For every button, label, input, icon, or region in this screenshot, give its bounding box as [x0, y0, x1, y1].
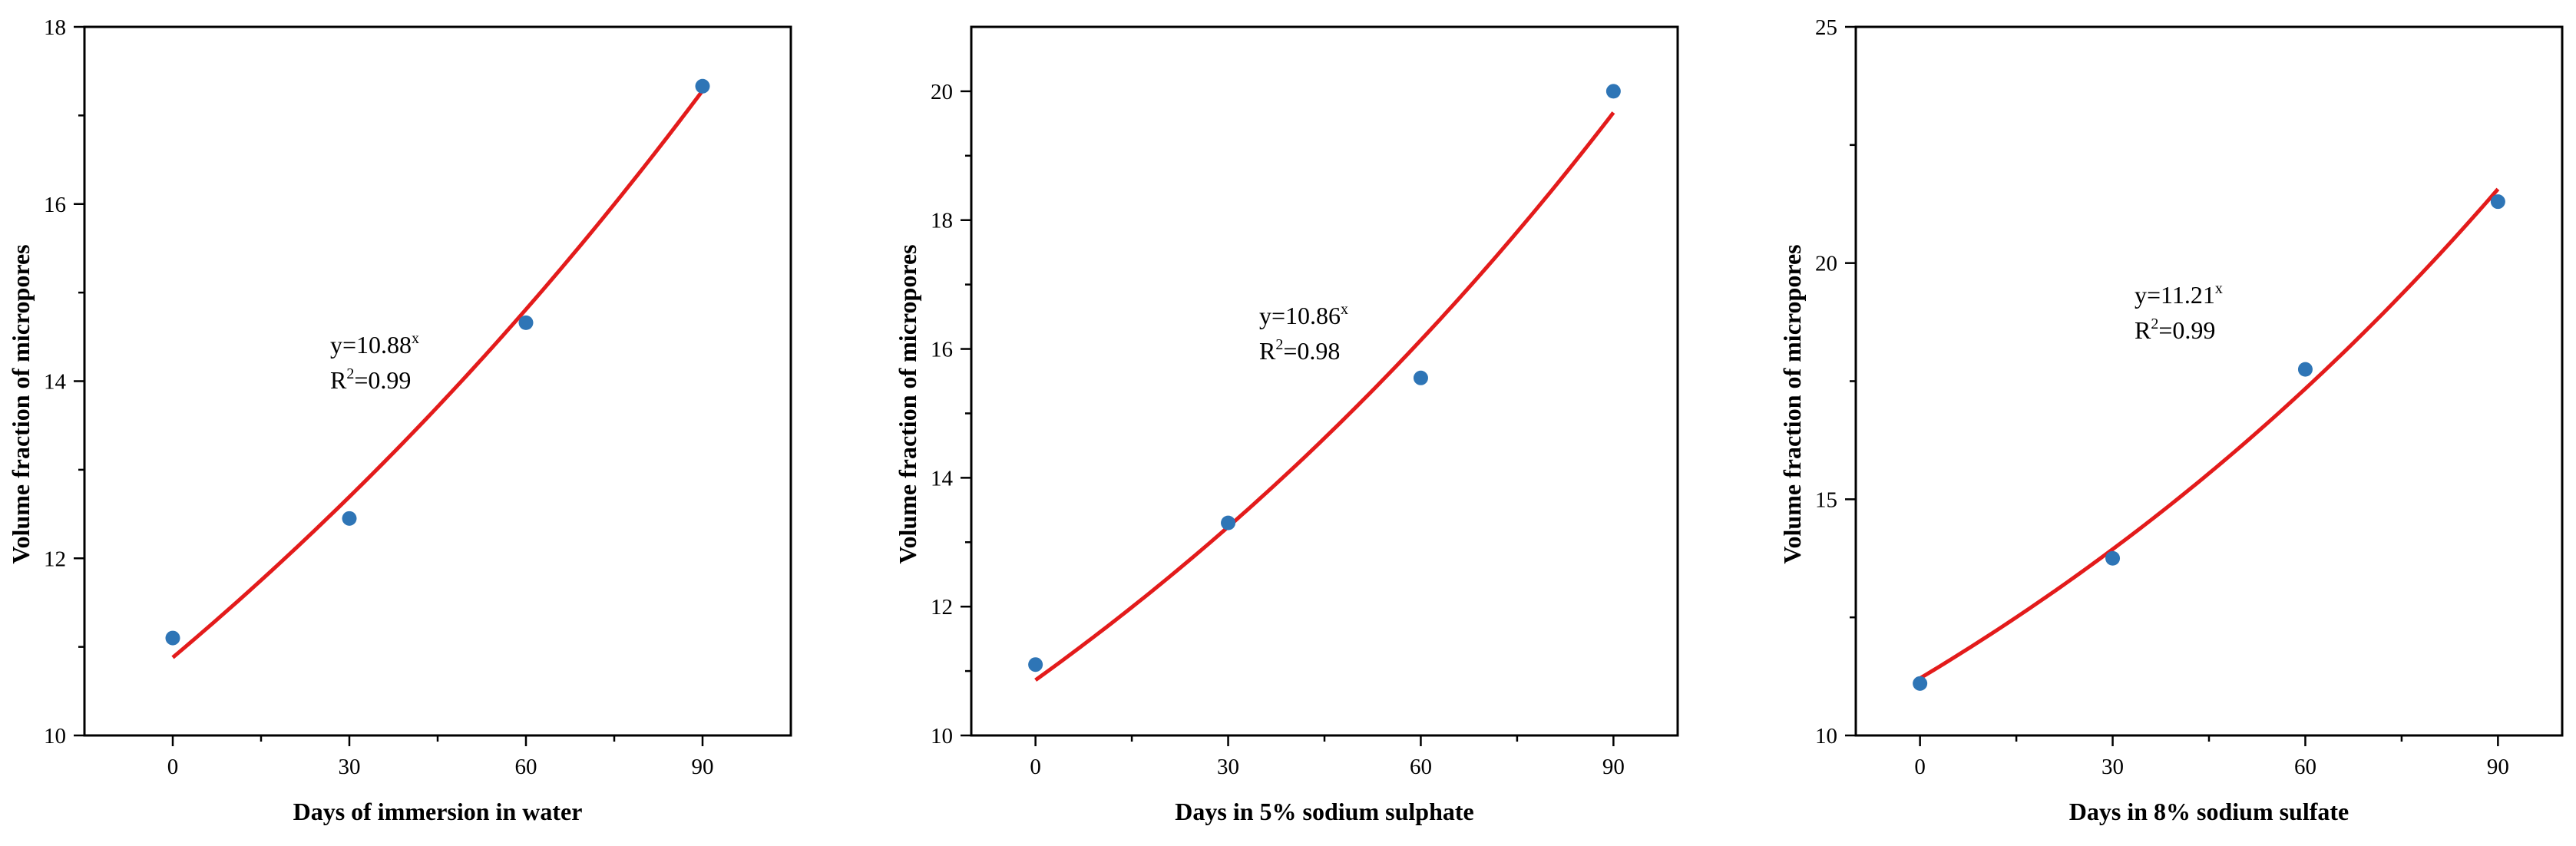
y-tick-label: 18 — [44, 15, 66, 40]
y-tick-label: 10 — [1815, 724, 1837, 749]
fit-equation: y=11.21x — [2135, 280, 2223, 309]
r-squared: R2=0.99 — [2135, 316, 2215, 344]
y-tick-label: 12 — [931, 595, 953, 620]
y-tick-label: 20 — [931, 80, 953, 104]
r-squared: R2=0.99 — [330, 365, 411, 394]
x-tick-label: 0 — [1914, 755, 1926, 779]
r-squared-exponent: 2 — [2151, 316, 2158, 332]
y-tick-label: 14 — [44, 370, 67, 395]
r-squared-symbol: R — [1259, 337, 1276, 365]
x-axis-title: Days in 8% sodium sulfate — [2069, 798, 2349, 825]
data-point — [342, 511, 357, 526]
y-tick-label: 18 — [931, 209, 953, 233]
r-squared-symbol: R — [2135, 316, 2151, 344]
fit-curve — [171, 89, 704, 659]
x-tick-label: 90 — [1602, 755, 1625, 779]
fit-equation-exponent: x — [2215, 280, 2223, 297]
data-point — [1605, 84, 1621, 99]
r-squared-value: =0.99 — [354, 366, 411, 394]
r-squared-value: =0.98 — [1283, 337, 1340, 365]
data-point — [2105, 550, 2121, 566]
chart-panel-1: 0 30 60 90 10 12 14 16 18 Days of immersion in wa… — [7, 15, 792, 825]
fit-curve — [1034, 111, 1615, 682]
x-tick-label: 60 — [515, 755, 537, 779]
y-tick-label: 10 — [44, 724, 66, 749]
y-tick-label: 12 — [44, 547, 66, 571]
chart-panel-3: 0 30 60 90 10 15 20 25 Days in 8% sodium sulfate… — [1778, 15, 2564, 825]
y-tick-label: 10 — [931, 724, 953, 749]
r-squared-value: =0.99 — [2158, 316, 2215, 344]
x-tick-label: 90 — [2487, 755, 2509, 779]
x-tick-label: 90 — [692, 755, 714, 779]
y-tick-label: 20 — [1815, 252, 1837, 276]
y-axis-title: Volume fraction of micropores — [1778, 244, 1806, 563]
data-point — [1913, 676, 1928, 691]
plot-frame — [970, 25, 1679, 737]
data-point — [518, 315, 534, 330]
x-axis-title: Days of immersion in water — [293, 798, 583, 825]
y-tick-label: 15 — [1815, 487, 1837, 512]
x-tick-label: 30 — [2101, 755, 2124, 779]
data-point — [1221, 515, 1236, 530]
x-tick-label: 0 — [167, 755, 179, 779]
chart-panel-2: 0 30 60 90 10 12 14 16 18 20 Days in 5% sodium sul… — [894, 25, 1679, 825]
fit-equation-base: y=10.88 — [330, 331, 412, 359]
y-axis-title: Volume fraction of micropores — [894, 244, 921, 563]
r-squared-symbol: R — [330, 366, 347, 394]
data-point — [1413, 370, 1428, 385]
y-tick-label: 14 — [931, 466, 954, 491]
r-squared-exponent: 2 — [1275, 336, 1283, 353]
fit-equation-exponent: x — [1341, 301, 1348, 318]
x-axis-title: Days in 5% sodium sulphate — [1175, 798, 1473, 825]
data-point — [695, 78, 710, 94]
fit-equation: y=10.86x — [1259, 301, 1348, 329]
y-tick-label: 25 — [1815, 15, 1837, 40]
x-tick-label: 0 — [1030, 755, 1041, 779]
r-squared-exponent: 2 — [346, 365, 354, 382]
x-tick-label: 30 — [1217, 755, 1239, 779]
fit-curve — [1919, 187, 2500, 680]
plot-frame — [1854, 25, 2564, 737]
r-squared: R2=0.98 — [1259, 336, 1340, 365]
data-point — [2490, 194, 2505, 210]
x-tick-label: 30 — [339, 755, 361, 779]
y-tick-label: 16 — [931, 338, 953, 362]
plot-frame — [83, 25, 792, 737]
data-point — [2297, 362, 2313, 377]
fit-equation-base: y=10.86 — [1259, 302, 1341, 329]
y-tick-label: 16 — [44, 193, 66, 217]
fit-equation-exponent: x — [412, 330, 419, 347]
y-axis-title: Volume fraction of micropores — [7, 244, 35, 563]
data-point — [1028, 657, 1043, 673]
fit-equation-base: y=11.21 — [2135, 281, 2215, 309]
data-point — [165, 630, 180, 646]
x-tick-label: 60 — [2294, 755, 2316, 779]
fit-equation: y=10.88x — [330, 330, 419, 359]
x-tick-label: 60 — [1410, 755, 1432, 779]
